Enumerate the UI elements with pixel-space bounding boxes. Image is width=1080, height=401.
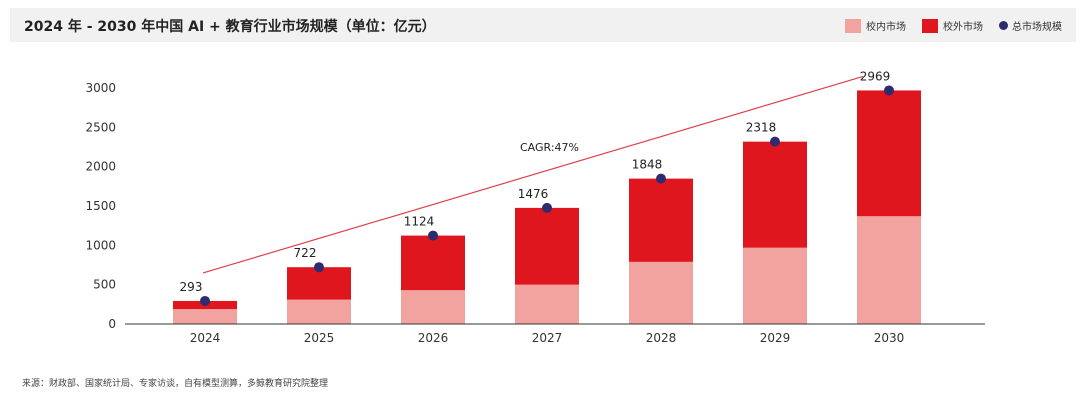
x-axis: 2024 2025 2026 2027 2028 2029 2030 <box>190 331 905 345</box>
x-tick-label: 2027 <box>532 331 563 345</box>
bar-in-school <box>857 216 921 324</box>
legend-item-total: 总市场规模 <box>999 18 1062 33</box>
y-tick-label: 0 <box>108 317 116 331</box>
legend-item-in-school: 校内市场 <box>845 18 906 33</box>
legend-label-in-school: 校内市场 <box>866 22 906 33</box>
x-tick-label: 2028 <box>646 331 677 345</box>
bar-off-school <box>857 90 921 217</box>
bar-off-school <box>287 267 351 300</box>
y-tick-label: 2000 <box>85 160 116 174</box>
bar-in-school <box>743 247 807 324</box>
total-value-label: 2318 <box>746 121 777 135</box>
bars-group <box>173 90 921 324</box>
bar-off-school <box>629 178 693 262</box>
x-tick-label: 2025 <box>304 331 335 345</box>
y-tick-label: 2500 <box>85 120 116 134</box>
total-value-label: 2969 <box>860 69 891 83</box>
legend-label-total: 总市场规模 <box>1012 22 1062 33</box>
total-value-label: 1124 <box>404 215 435 229</box>
bar-in-school <box>515 284 579 324</box>
cagr-trend-line <box>202 75 864 274</box>
total-marker <box>656 173 666 184</box>
bar-off-school <box>401 235 465 291</box>
x-tick-label: 2029 <box>760 331 791 345</box>
y-tick-label: 500 <box>93 278 116 292</box>
total-markers-group <box>200 85 894 306</box>
y-tick-label: 3000 <box>85 81 116 95</box>
bar-in-school <box>173 309 237 324</box>
chart-title: 2024 年 - 2030 年中国 AI + 教育行业市场规模（单位：亿元） <box>24 19 436 35</box>
y-tick-label: 1500 <box>85 199 116 213</box>
total-value-label: 722 <box>294 246 317 260</box>
legend-swatch-off-school <box>922 18 938 33</box>
total-marker <box>428 230 438 241</box>
y-axis: 0 500 1000 1500 2000 2500 3000 <box>85 81 116 331</box>
legend-marker-total <box>999 21 1008 30</box>
legend-item-off-school: 校外市场 <box>922 18 983 33</box>
legend-swatch-in-school <box>845 18 861 33</box>
total-marker <box>542 202 552 213</box>
title-bar: 2024 年 - 2030 年中国 AI + 教育行业市场规模（单位：亿元） 校… <box>10 8 1076 42</box>
bar-in-school <box>287 299 351 324</box>
x-tick-label: 2026 <box>418 331 449 345</box>
cagr-annotation: CAGR:47% <box>520 141 579 154</box>
bar-off-school <box>515 207 579 285</box>
legend-label-off-school: 校外市场 <box>943 22 983 33</box>
total-value-label: 1848 <box>632 158 663 172</box>
bar-in-school <box>629 261 693 324</box>
total-value-label: 293 <box>180 280 203 294</box>
source-note: 来源：财政部、国家统计局、专家访谈，自有模型测算，多鲸教育研究院整理 <box>22 379 329 389</box>
total-value-label: 1476 <box>518 187 549 201</box>
x-tick-label: 2024 <box>190 331 221 345</box>
total-marker <box>770 136 780 147</box>
total-labels-group: 293 722 1124 1476 1848 2318 2969 <box>180 69 891 294</box>
total-marker <box>314 262 324 273</box>
legend: 校内市场 校外市场 总市场规模 <box>829 18 1062 33</box>
bar-in-school <box>401 290 465 324</box>
total-marker <box>200 295 210 306</box>
x-tick-label: 2030 <box>874 331 905 345</box>
y-tick-label: 1000 <box>85 238 116 252</box>
bar-off-school <box>743 141 807 248</box>
total-marker <box>884 85 894 96</box>
